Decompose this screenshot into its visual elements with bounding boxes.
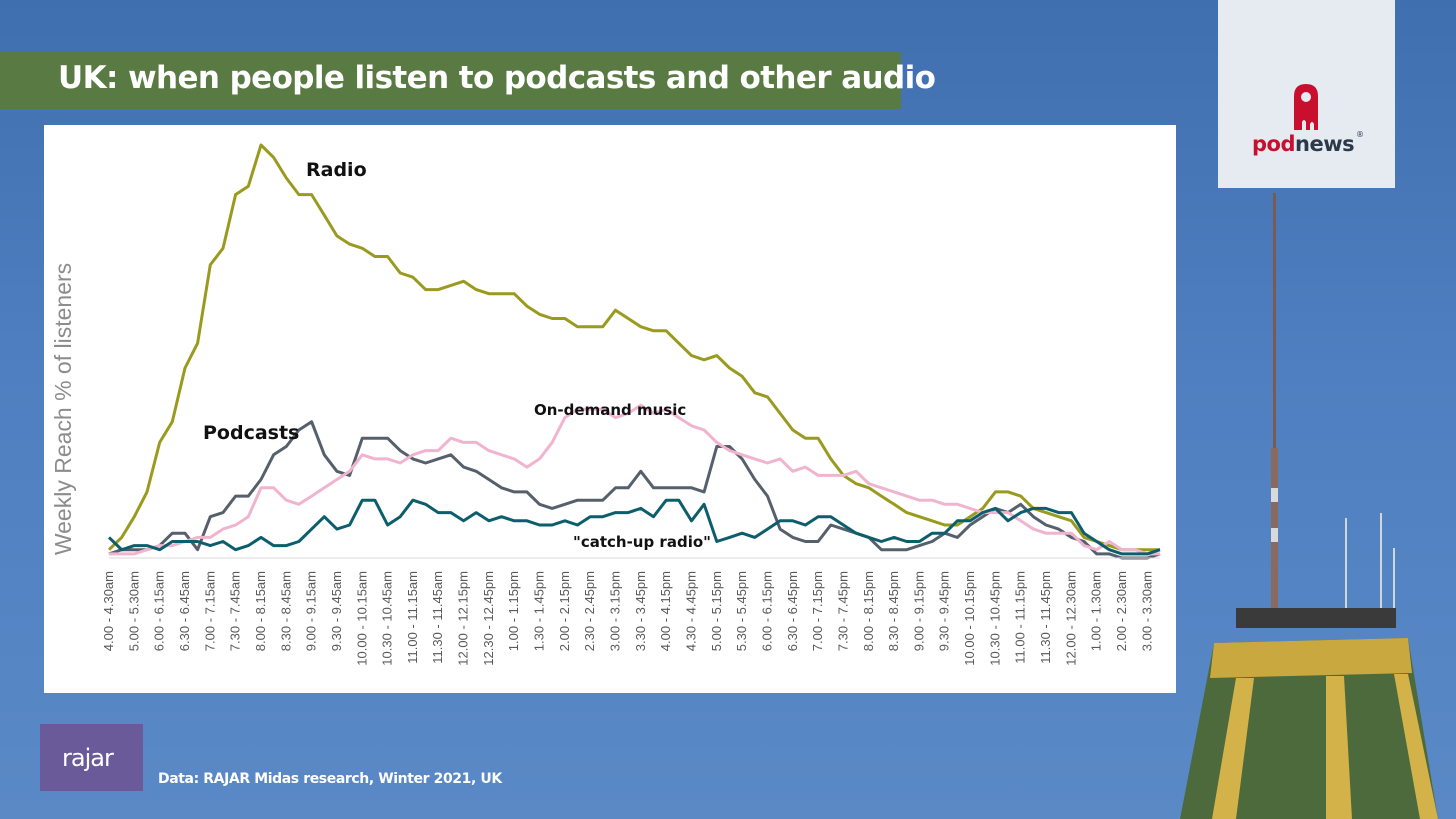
rajar-logo[interactable]: rajar: [40, 724, 143, 791]
x-tick-label: 6.00 - 6.15am: [152, 571, 167, 651]
line-chart: Weekly Reach % of listeners 4.00 - 4.30a…: [50, 143, 1161, 666]
x-tick-label: 8.30 - 8.45pm: [886, 571, 901, 651]
x-tick-label: 4.00 - 4.30am: [101, 571, 116, 651]
x-tick-label: 9.30 - 9.45am: [329, 571, 344, 651]
annotation-catch-up-radio: "catch-up radio": [573, 533, 711, 551]
x-tick-label: 6.00 - 6.15pm: [760, 571, 775, 651]
x-tick-labels: 4.00 - 4.30am 5.00 - 5.30am 6.00 - 6.15am 6…: [101, 571, 1154, 666]
x-tick-label: 7.30 - 7.45am: [228, 571, 243, 651]
x-tick-label: 1.30 - 1.45pm: [532, 571, 547, 651]
series-lines: [107, 143, 1161, 560]
registered-mark: ®: [1356, 130, 1364, 139]
x-tick-label: 8.00 - 8.15pm: [861, 571, 876, 651]
podnews-logo[interactable]: podnews ®: [1218, 0, 1395, 188]
x-tick-label: 2.00 - 2.15pm: [557, 571, 572, 651]
annotation-on-demand-music: On-demand music: [534, 401, 686, 419]
x-tick-label: 12.00 - 12.15pm: [456, 571, 471, 666]
x-tick-label: 9.00 - 9.15pm: [911, 571, 926, 651]
x-tick-label: 6.30 - 6.45am: [177, 571, 192, 651]
x-tick-label: 5.00 - 5.30am: [126, 571, 141, 651]
x-tick-label: 8.30 - 8.45am: [278, 571, 293, 651]
x-tick-label: 12.00 - 12.30am: [1063, 571, 1078, 666]
x-tick-label: 10.30 - 10.45am: [380, 571, 395, 666]
x-tick-label: 8.00 - 8.15am: [253, 571, 268, 651]
annotation-podcasts: Podcasts: [203, 422, 299, 444]
x-tick-label: 7.30 - 7.45pm: [835, 571, 850, 651]
x-tick-label: 12.30 - 12.45pm: [481, 571, 496, 666]
x-tick-label: 1.00 - 1.30am: [1089, 571, 1104, 651]
y-axis-label: Weekly Reach % of listeners: [50, 263, 76, 555]
x-tick-label: 10.00 - 10.15pm: [962, 571, 977, 666]
x-tick-label: 9.30 - 9.45pm: [937, 571, 952, 651]
source-note: Data: RAJAR Midas research, Winter 2021,…: [158, 771, 502, 787]
page-title: UK: when people listen to podcasts and o…: [58, 60, 936, 96]
tower-illustration: [1180, 193, 1438, 819]
x-tick-label: 5.00 - 5.15pm: [709, 571, 724, 651]
rajar-wordmark: rajar: [62, 744, 114, 772]
x-tick-label: 7.00 - 7.15pm: [810, 571, 825, 651]
x-tick-label: 2.30 - 2.45pm: [582, 571, 597, 651]
x-tick-label: 11.30 - 11.45pm: [1038, 571, 1053, 664]
microphone-icon: [1294, 84, 1318, 130]
x-tick-label: 4.30 - 4.45pm: [684, 571, 699, 651]
podnews-wordmark: podnews: [1252, 132, 1355, 156]
x-tick-label: 6.30 - 6.45pm: [785, 571, 800, 651]
title-banner: UK: when people listen to podcasts and o…: [0, 52, 936, 109]
series-line-radio: [107, 143, 1160, 552]
x-tick-label: 11.30 - 11.45am: [430, 571, 445, 664]
x-tick-label: 5.30 - 5.45pm: [734, 571, 749, 651]
x-tick-label: 10.30 - 10.45pm: [987, 571, 1002, 666]
x-tick-label: 11.00 - 11.15am: [405, 571, 420, 664]
annotation-radio: Radio: [306, 159, 367, 181]
series-line-catch-up-radio: [107, 498, 1161, 556]
x-tick-label: 11.00 - 11.15pm: [1013, 571, 1028, 664]
x-tick-label: 7.00 - 7.15am: [202, 571, 217, 651]
chart-panel: Weekly Reach % of listeners 4.00 - 4.30a…: [44, 125, 1176, 693]
x-tick-label: 10.00 - 10.15am: [354, 571, 369, 666]
x-tick-label: 3.00 - 3.15pm: [608, 571, 623, 651]
x-tick-label: 3.00 - 3.30am: [1139, 571, 1154, 651]
x-tick-label: 4.00 - 4.15pm: [658, 571, 673, 651]
series-line-podcasts: [108, 420, 1161, 560]
x-tick-label: 2.00 - 2.30am: [1114, 571, 1129, 651]
x-tick-label: 1.00 - 1.15pm: [506, 571, 521, 651]
x-tick-label: 9.00 - 9.15am: [304, 571, 319, 651]
x-tick-label: 3.30 - 3.45pm: [633, 571, 648, 651]
